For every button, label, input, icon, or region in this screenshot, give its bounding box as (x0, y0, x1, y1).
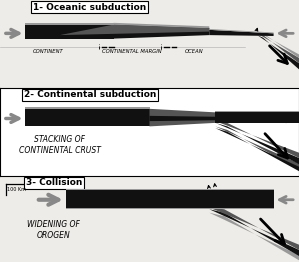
Text: 2- Continental subduction: 2- Continental subduction (24, 90, 156, 99)
Polygon shape (25, 109, 150, 126)
Text: 100 Km: 100 Km (7, 187, 27, 192)
Polygon shape (150, 109, 215, 126)
Polygon shape (215, 112, 299, 123)
Polygon shape (66, 190, 274, 209)
Text: OROGEN: OROGEN (37, 231, 71, 240)
Text: STACKING OF: STACKING OF (34, 135, 85, 144)
Polygon shape (150, 116, 215, 121)
Text: WIDENING OF: WIDENING OF (28, 220, 80, 230)
Polygon shape (25, 25, 114, 39)
Polygon shape (66, 189, 274, 190)
Polygon shape (209, 30, 274, 36)
Polygon shape (25, 107, 150, 109)
Polygon shape (215, 111, 299, 112)
Text: CONTINENTAL CRUST: CONTINENTAL CRUST (19, 146, 101, 155)
Polygon shape (25, 23, 114, 25)
Text: CONTINENT: CONTINENT (33, 49, 63, 54)
Polygon shape (215, 128, 299, 171)
Polygon shape (209, 209, 299, 256)
Text: 1- Oceanic subduction: 1- Oceanic subduction (33, 3, 146, 12)
Polygon shape (209, 208, 299, 250)
Polygon shape (257, 33, 299, 63)
Polygon shape (215, 121, 299, 158)
Text: 3- Collision: 3- Collision (26, 178, 82, 187)
Polygon shape (209, 213, 299, 260)
Polygon shape (257, 35, 299, 69)
Text: OCEAN: OCEAN (185, 49, 204, 54)
Polygon shape (60, 25, 209, 35)
Polygon shape (114, 25, 209, 39)
Polygon shape (215, 126, 299, 170)
Polygon shape (209, 29, 274, 33)
Polygon shape (215, 123, 299, 164)
Polygon shape (66, 208, 274, 209)
Polygon shape (114, 23, 209, 28)
Polygon shape (257, 32, 299, 58)
Text: CONTINENTAL MARGIN: CONTINENTAL MARGIN (102, 49, 161, 54)
